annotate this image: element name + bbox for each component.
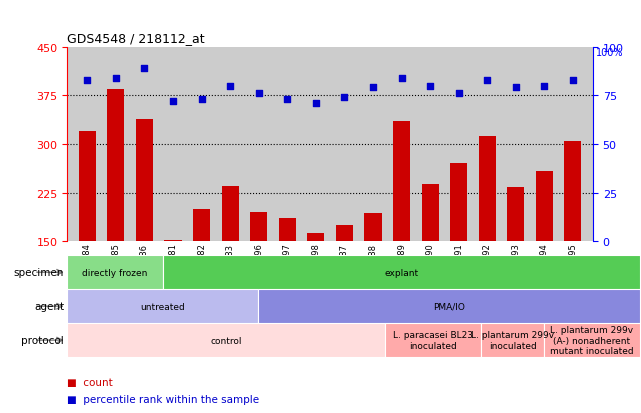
Text: agent: agent — [34, 301, 64, 311]
Point — [196, 97, 206, 103]
Bar — [67, 256, 163, 290]
Bar — [544, 323, 640, 357]
Bar — [193, 209, 210, 242]
Point — [254, 91, 264, 97]
Text: 100%: 100% — [596, 47, 624, 57]
Bar — [479, 137, 495, 242]
Bar — [564, 141, 581, 242]
Bar — [250, 212, 267, 242]
Text: L. plantarum 299v
inoculated: L. plantarum 299v inoculated — [471, 331, 554, 350]
Text: ■  count: ■ count — [67, 377, 113, 387]
Bar — [165, 240, 181, 242]
Bar — [258, 290, 640, 323]
Point — [311, 100, 321, 107]
Bar — [136, 120, 153, 242]
Point — [482, 77, 492, 84]
Point — [568, 77, 578, 84]
Point — [168, 99, 178, 105]
Text: untreated: untreated — [140, 302, 185, 311]
Bar — [536, 172, 553, 242]
Point — [539, 83, 549, 90]
Text: L. paracasei BL23
inoculated: L. paracasei BL23 inoculated — [393, 331, 473, 350]
Point — [396, 75, 406, 82]
Bar — [450, 164, 467, 242]
Text: L. plantarum 299v
(A-) nonadherent
mutant inoculated: L. plantarum 299v (A-) nonadherent mutan… — [550, 325, 634, 355]
Bar — [107, 90, 124, 242]
Bar — [307, 233, 324, 242]
Point — [368, 85, 378, 92]
Point — [139, 66, 149, 72]
Text: PMA/IO: PMA/IO — [433, 302, 465, 311]
Text: directly frozen: directly frozen — [82, 268, 147, 277]
Bar — [222, 187, 238, 242]
Point — [82, 77, 92, 84]
Bar — [67, 323, 385, 357]
Text: specimen: specimen — [13, 268, 64, 278]
Text: control: control — [210, 336, 242, 345]
Bar — [67, 290, 258, 323]
Bar — [481, 323, 544, 357]
Bar — [336, 225, 353, 242]
Text: ■  percentile rank within the sample: ■ percentile rank within the sample — [67, 394, 260, 404]
Point — [282, 97, 292, 103]
Point — [511, 85, 521, 92]
Bar — [163, 256, 640, 290]
Bar — [422, 185, 438, 242]
Point — [225, 83, 235, 90]
Bar — [385, 323, 481, 357]
Text: explant: explant — [384, 268, 419, 277]
Text: GDS4548 / 218112_at: GDS4548 / 218112_at — [67, 32, 205, 45]
Bar — [507, 188, 524, 242]
Point — [454, 91, 464, 97]
Point — [111, 75, 121, 82]
Bar — [393, 122, 410, 242]
Text: protocol: protocol — [21, 335, 64, 345]
Bar — [364, 214, 381, 242]
Bar — [279, 219, 296, 242]
Point — [339, 95, 349, 101]
Point — [425, 83, 435, 90]
Bar — [79, 132, 96, 242]
